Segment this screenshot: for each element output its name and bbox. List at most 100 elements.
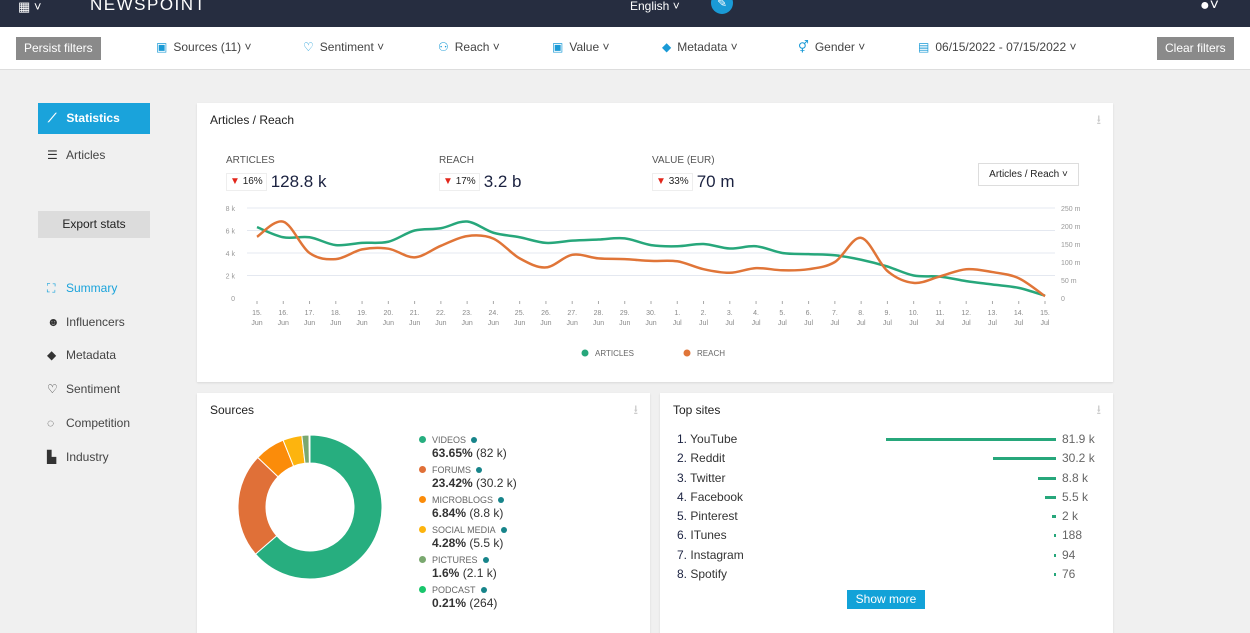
sidebar-item-competition[interactable]: ◌ Competition <box>38 413 130 433</box>
legend-item[interactable]: PODCAST 0.21% (264) <box>419 585 517 610</box>
x-tick-label: Jul <box>673 320 682 327</box>
show-more-button[interactable]: Show more <box>847 590 925 609</box>
legend-pct: 4.28% <box>432 536 467 550</box>
sidebar-item-statistics[interactable]: ⟋ Statistics <box>38 103 150 134</box>
legend-marker[interactable] <box>683 349 691 357</box>
legend-value: 4.28% (5.5 k) <box>419 536 517 550</box>
filter-bar: Persist filters ▣ Sources (11) ˅ ♡ Sentime… <box>0 27 1250 70</box>
legend-item[interactable]: PICTURES 1.6% (2.1 k) <box>419 555 517 580</box>
pencil-icon[interactable]: ✎ <box>711 0 733 14</box>
x-tick-label: Jul <box>883 320 892 327</box>
donut-slice-podcast[interactable] <box>308 434 311 464</box>
y-left-tick: 2 k <box>226 274 236 281</box>
info-icon[interactable] <box>498 497 505 503</box>
info-icon[interactable] <box>471 437 478 443</box>
download-icon[interactable]: ⭳ <box>633 402 638 417</box>
legend-pct: 1.6% <box>432 566 460 580</box>
legend-item[interactable]: MICROBLOGS 6.84% (8.8 k) <box>419 495 517 520</box>
legend-value: 1.6% (2.1 k) <box>419 566 517 580</box>
x-tick-label: 29. <box>620 310 630 317</box>
legend-item[interactable]: SOCIAL MEDIA 4.28% (5.5 k) <box>419 525 517 550</box>
legend-item[interactable]: VIDEOS 63.65% (82 k) <box>419 435 517 460</box>
change-value: 17% <box>455 176 476 187</box>
x-tick-label: 17. <box>305 310 315 317</box>
donut-slice-forums[interactable] <box>237 456 279 555</box>
info-icon[interactable] <box>482 557 489 563</box>
chart-type-dropdown[interactable]: Articles / Reach ˅ <box>978 163 1079 186</box>
sidebar-item-summary[interactable]: ⛶ Summary <box>38 278 117 298</box>
persist-filters-button[interactable]: Persist filters <box>16 37 101 60</box>
clear-filters-button[interactable]: Clear filters <box>1157 37 1234 60</box>
sidebar-label: Sentiment <box>66 382 121 396</box>
x-tick-label: Jun <box>540 320 551 327</box>
site-name: Instagram <box>690 547 744 562</box>
sidebar-item-metadata[interactable]: ◆ Metadata <box>38 345 116 365</box>
dropdown-label: Articles / Reach <box>989 169 1060 180</box>
gender-icon: ⚥ <box>798 40 809 54</box>
sidebar-item-articles[interactable]: ☰ Articles <box>38 145 105 165</box>
sidebar-item-sentiment[interactable]: ♡ Sentiment <box>38 379 120 399</box>
legend-dot <box>419 496 426 503</box>
top-site-row[interactable]: 5. Pinterest 2 k <box>677 507 1113 526</box>
legend-label[interactable]: REACH <box>697 349 725 358</box>
x-tick-label: 23. <box>462 310 472 317</box>
thumbs-icon: ◆ <box>47 348 57 362</box>
top-site-row[interactable]: 2. Reddit 30.2 k <box>677 449 1113 468</box>
download-icon[interactable]: ⭳ <box>1096 112 1101 127</box>
download-icon[interactable]: ⭳ <box>1096 402 1101 417</box>
filter-sources[interactable]: ▣ Sources (11) ˅ <box>156 40 252 54</box>
info-icon[interactable] <box>476 467 482 473</box>
x-tick-label: Jun <box>488 320 499 327</box>
x-tick-label: 11. <box>935 310 944 317</box>
x-tick-label: Jun <box>514 320 525 327</box>
filter-label: Metadata <box>677 40 728 54</box>
legend-item[interactable]: FORUMS 23.42% (30.2 k) <box>419 465 517 490</box>
x-tick-label: Jun <box>619 320 630 327</box>
legend-count: (5.5 k) <box>469 536 504 550</box>
y-right-tick: 50 m <box>1061 278 1077 285</box>
user-circle-icon[interactable]: ●˅ <box>1200 0 1220 14</box>
site-name: YouTube <box>690 432 738 446</box>
legend-dot <box>419 436 426 443</box>
legend-marker[interactable] <box>581 349 589 357</box>
site-rank: 5. <box>677 509 688 524</box>
top-site-row[interactable]: 9. TikTok47 <box>677 584 1113 586</box>
filter-date-range[interactable]: ▤ 06/15/2022 - 07/15/2022 ˅ <box>918 40 1077 54</box>
legend-count: (30.2 k) <box>476 476 517 490</box>
top-site-row[interactable]: 6. ITunes 188 <box>677 526 1113 545</box>
x-tick-label: Jul <box>962 320 971 327</box>
x-tick-label: 6. <box>806 310 812 317</box>
y-left-tick: 0 <box>231 296 235 303</box>
filter-gender[interactable]: ⚥ Gender ˅ <box>798 40 866 54</box>
top-site-row[interactable]: 8. Spotify 76 <box>677 565 1113 584</box>
top-site-row[interactable]: 4. Facebook 5.5 k <box>677 488 1113 507</box>
y-left-tick: 4 k <box>226 251 236 258</box>
filter-sentiment[interactable]: ♡ Sentiment ˅ <box>303 40 385 54</box>
kpi-value-eur: VALUE (EUR) ▼ 33% 70 m <box>652 155 735 193</box>
donut-icon: ◌ <box>47 416 55 430</box>
legend-label[interactable]: ARTICLES <box>595 349 634 358</box>
donut-slice-videos[interactable] <box>254 434 383 580</box>
info-icon[interactable] <box>500 527 507 533</box>
top-navbar: ▦ ˅ NEWSPOINT English ˅ ✎ ●˅ <box>0 0 1250 27</box>
site-value: 2 k <box>1062 509 1079 524</box>
top-site-row[interactable]: 7. Instagram 94 <box>677 546 1113 565</box>
x-tick-label: 13. <box>988 310 998 317</box>
language-selector[interactable]: English ˅ <box>630 0 680 13</box>
sidebar-item-influencers[interactable]: ☻ Influencers <box>38 312 125 332</box>
site-name: Spotify <box>690 567 728 582</box>
export-stats-button[interactable]: Export stats <box>38 211 150 238</box>
series-line-reach <box>256 220 1046 298</box>
top-site-row[interactable]: 3. Twitter 8.8 k <box>677 469 1113 488</box>
site-rank: 3. <box>677 470 688 485</box>
info-icon[interactable] <box>480 587 487 593</box>
filter-metadata[interactable]: ◆ Metadata ˅ <box>662 40 738 54</box>
apps-grid-icon[interactable]: ▦ ˅ <box>18 0 42 14</box>
legend-value: 63.65% (82 k) <box>419 446 517 460</box>
filter-reach[interactable]: ⚇ Reach ˅ <box>438 40 500 54</box>
top-site-row[interactable]: 1. YouTube 81.9 k <box>677 430 1113 449</box>
filter-value[interactable]: ▣ Value ˅ <box>552 40 610 54</box>
sidebar-item-industry[interactable]: ▙ Industry <box>38 447 109 467</box>
list-icon: ☰ <box>47 148 58 162</box>
change-badge: ▼ 17% <box>439 173 480 191</box>
